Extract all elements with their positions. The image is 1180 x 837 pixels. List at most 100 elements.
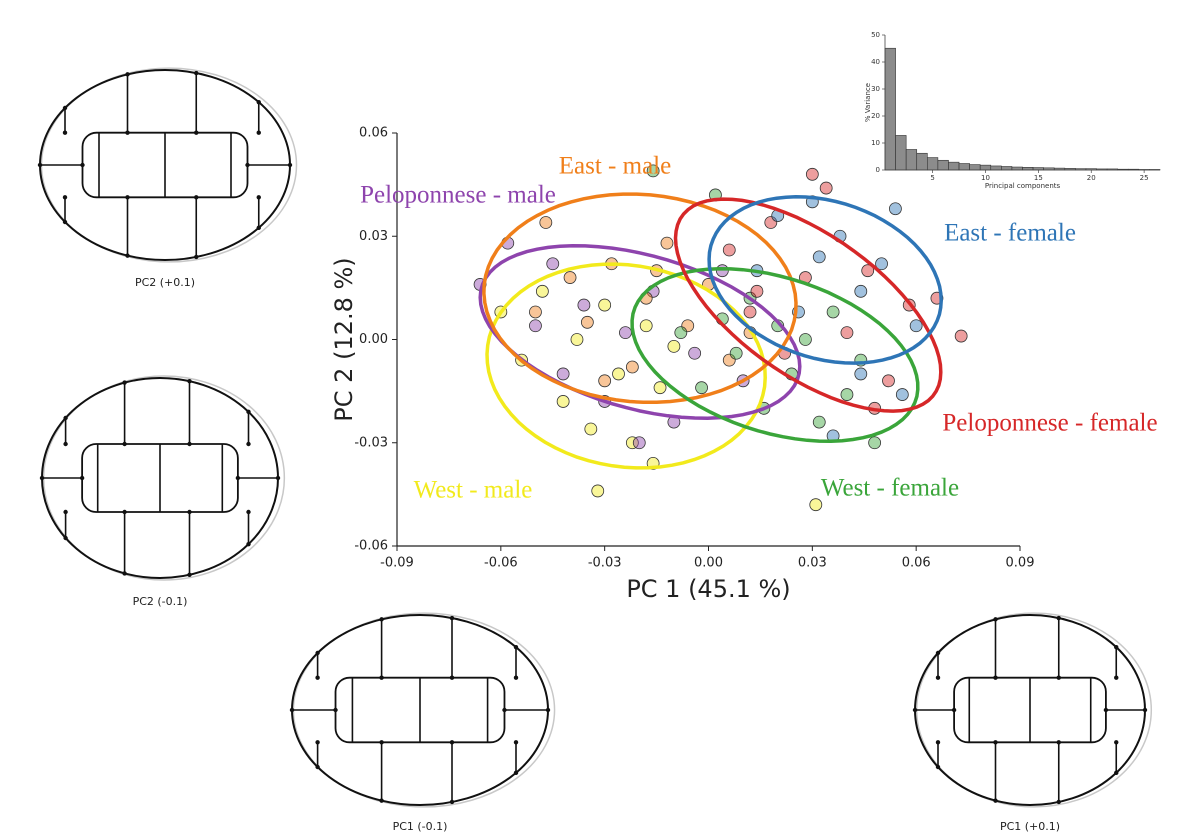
point — [696, 382, 708, 394]
shell-landmark — [936, 740, 940, 744]
shell-landmark — [315, 765, 319, 769]
shell-landmark — [379, 617, 383, 621]
point — [910, 320, 922, 332]
bar — [991, 166, 1002, 170]
point — [889, 203, 901, 215]
y-tick-label: -0.03 — [354, 435, 388, 450]
point — [855, 368, 867, 380]
shell-landmark — [38, 163, 42, 167]
group-label: East - male — [559, 153, 671, 180]
shell-landmark — [952, 708, 956, 712]
shell-landmark — [63, 131, 67, 135]
shell-shape — [913, 613, 1152, 807]
bar — [885, 48, 896, 170]
panel-label: PC1 (-0.1) — [393, 820, 448, 833]
point — [581, 316, 593, 328]
group-label: Peloponnese - male — [360, 182, 556, 209]
shell-landmark — [993, 617, 997, 621]
y-tick-label: 0.00 — [359, 332, 388, 347]
shell-landmark — [187, 379, 191, 383]
shell-landmark — [450, 676, 454, 680]
shell-landmark — [63, 416, 67, 420]
shell-landmark — [993, 798, 997, 802]
shell-landmark — [194, 195, 198, 199]
bar — [927, 158, 938, 170]
shell-landmark — [245, 163, 249, 167]
shell-landmark — [913, 708, 917, 712]
group-label: West - female — [821, 475, 959, 502]
shell-landmark — [546, 708, 550, 712]
x-tick-label: 0.03 — [798, 556, 827, 571]
point — [619, 327, 631, 339]
shell-landmark — [1057, 800, 1061, 804]
shell-landmark — [63, 220, 67, 224]
bar — [917, 153, 928, 170]
point — [896, 389, 908, 401]
bar — [959, 164, 970, 170]
bar — [1023, 167, 1034, 170]
y-tick-label: 0.03 — [359, 229, 388, 244]
y-tick-label: 0.06 — [359, 126, 388, 141]
point — [841, 327, 853, 339]
shell-shape — [40, 376, 285, 580]
shell-landmark — [288, 163, 292, 167]
point — [599, 299, 611, 311]
inset-x-tick-label: 15 — [1034, 174, 1043, 182]
x-tick-label: -0.09 — [380, 556, 414, 571]
shell-landmark — [379, 740, 383, 744]
shell-landmark — [122, 380, 126, 384]
shell-landmark — [333, 708, 337, 712]
shell-landmark — [194, 255, 198, 259]
group-label: Peloponnese - female — [942, 410, 1157, 437]
bar — [938, 160, 949, 170]
point — [869, 437, 881, 449]
point — [626, 361, 638, 373]
y-tick-label: -0.06 — [354, 539, 388, 554]
shell-landmark — [246, 442, 250, 446]
shell-landmark — [514, 740, 518, 744]
point — [633, 437, 645, 449]
point — [536, 285, 548, 297]
point — [806, 168, 818, 180]
point — [668, 340, 680, 352]
confidence-ellipse — [709, 197, 941, 363]
inset-x-tick-label: 5 — [930, 174, 934, 182]
point — [716, 265, 728, 277]
shell-landmark — [1114, 740, 1118, 744]
shell-landmark — [1114, 676, 1118, 680]
point — [547, 258, 559, 270]
shell-landmark — [125, 195, 129, 199]
shell-landmark — [257, 100, 261, 104]
point — [799, 334, 811, 346]
inset-y-tick-label: 30 — [871, 85, 880, 93]
shell-landmark — [276, 476, 280, 480]
point — [955, 330, 967, 342]
point — [675, 327, 687, 339]
point — [529, 320, 541, 332]
point — [841, 389, 853, 401]
bar — [906, 149, 917, 170]
point — [820, 182, 832, 194]
shell-landmark — [1114, 645, 1118, 649]
point — [882, 375, 894, 387]
shell-landmark — [125, 72, 129, 76]
shell-landmark — [514, 645, 518, 649]
bar — [980, 165, 991, 170]
panel-label: PC1 (+0.1) — [1000, 820, 1060, 833]
shell-landmark — [40, 476, 44, 480]
shell-landmark — [315, 651, 319, 655]
y-axis-title: PC 2 (12.8 %) — [330, 257, 358, 421]
point — [592, 485, 604, 497]
inset-y-tick-label: 20 — [871, 112, 880, 120]
shell-landmark — [1143, 708, 1147, 712]
shell-landmark — [257, 195, 261, 199]
shell-landmark — [1104, 708, 1108, 712]
point — [564, 272, 576, 284]
bar — [1001, 166, 1012, 170]
bar — [970, 165, 981, 170]
point — [661, 237, 673, 249]
shell-landmark — [514, 771, 518, 775]
shell-landmark — [290, 708, 294, 712]
shell-landmark — [450, 616, 454, 620]
inset-x-tick-label: 25 — [1140, 174, 1149, 182]
